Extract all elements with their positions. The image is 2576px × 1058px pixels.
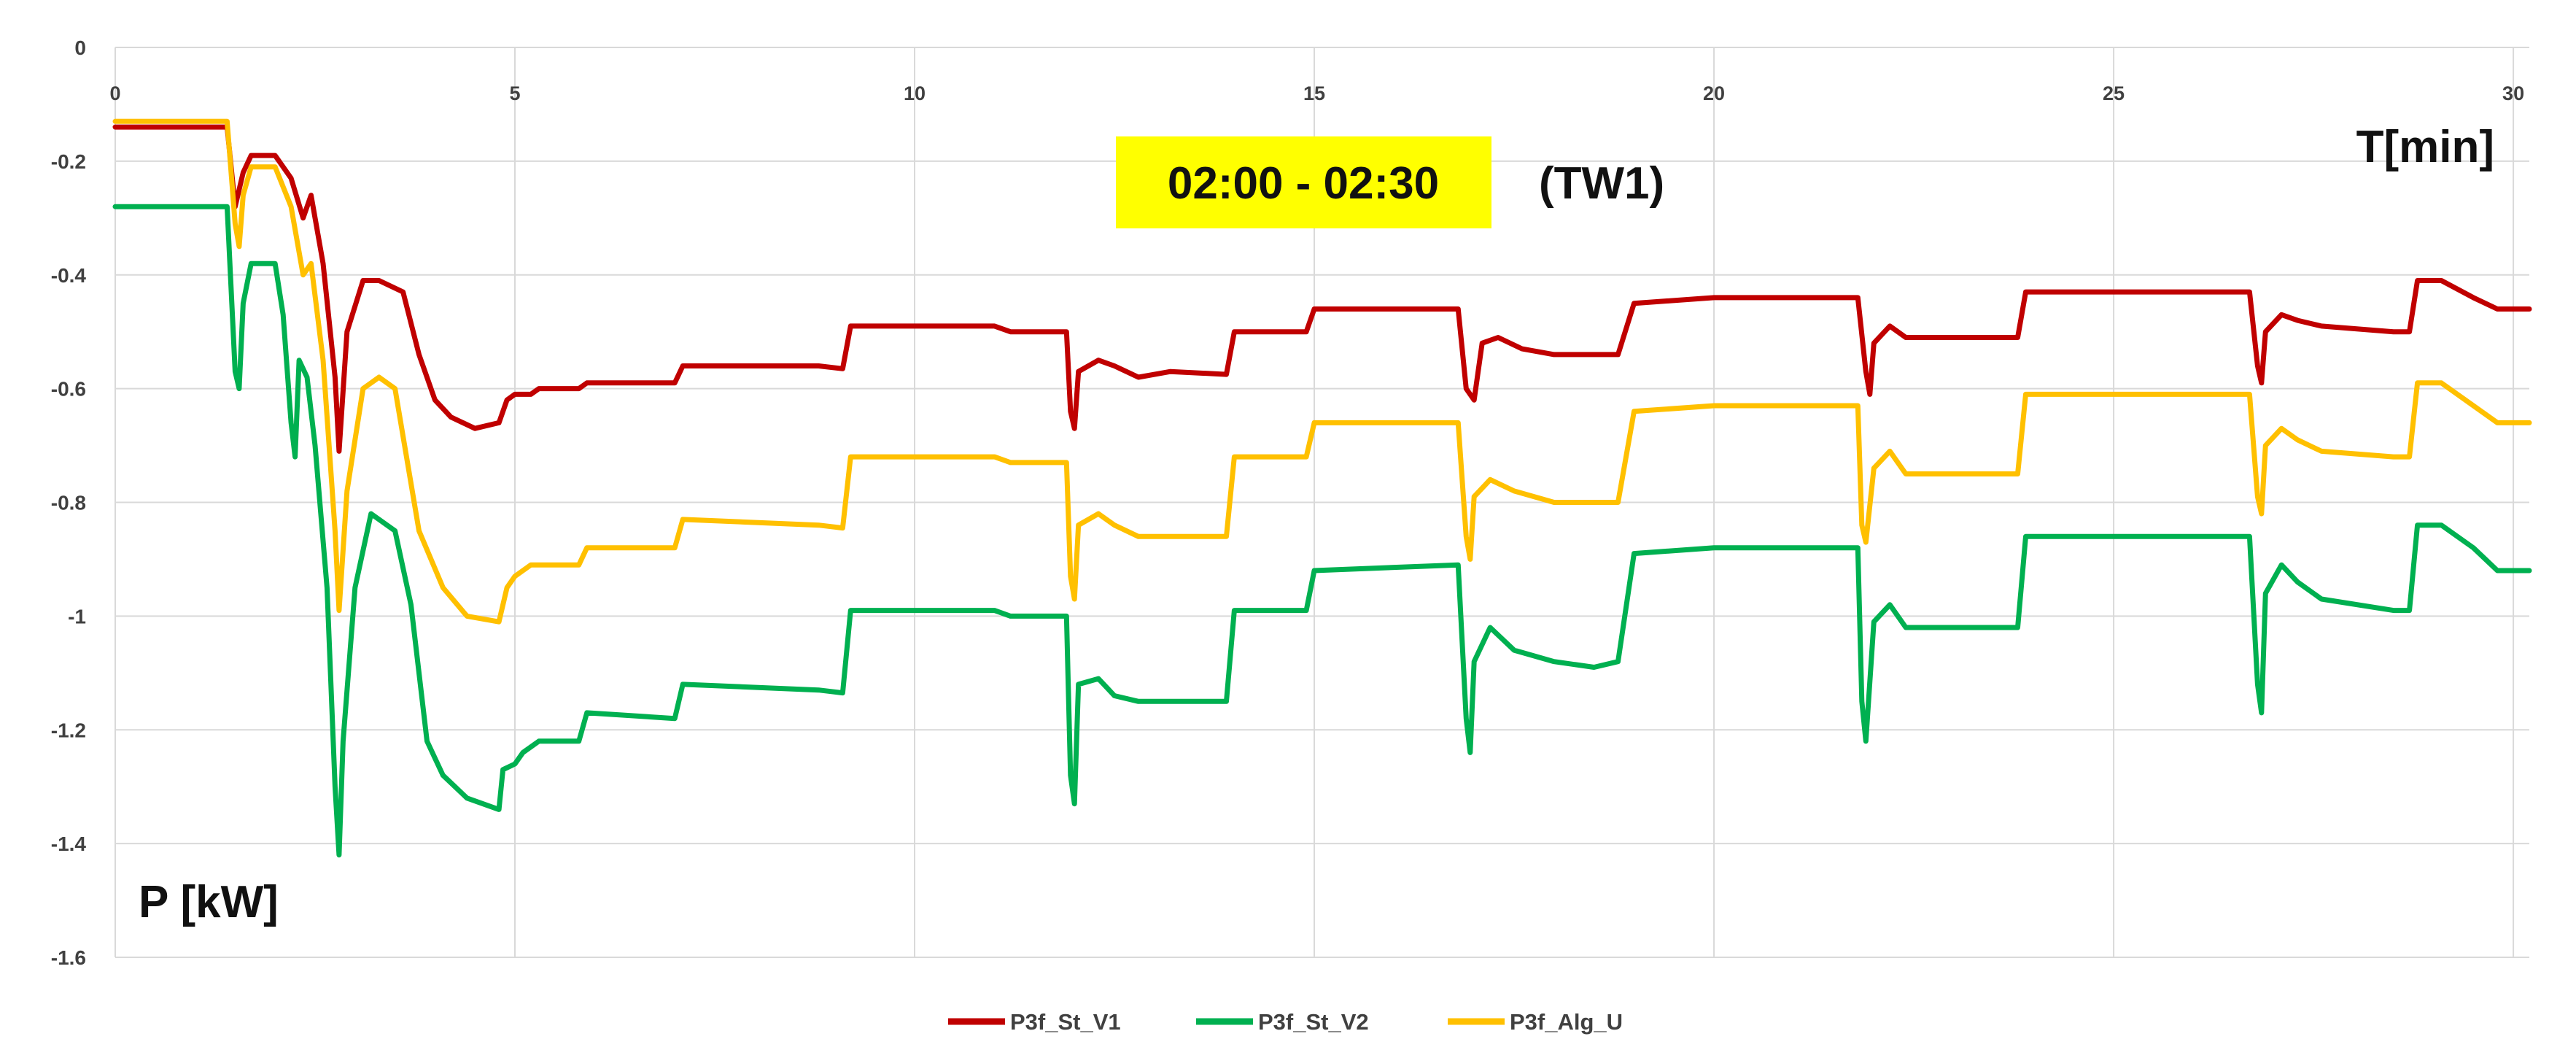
x-tick-label: 0 xyxy=(109,82,120,104)
time-range-label: 02:00 - 02:30 xyxy=(1168,158,1439,209)
x-tick-label: 15 xyxy=(1303,82,1325,104)
y-tick-label: -1.6 xyxy=(51,946,86,969)
x-tick-label: 25 xyxy=(2103,82,2125,104)
y-tick-label: -1.4 xyxy=(51,833,87,855)
y-axis-title: P [kW] xyxy=(139,877,279,927)
y-tick-label: -0.6 xyxy=(51,378,86,401)
y-tick-label: -0.2 xyxy=(51,150,86,173)
tw-label: (TW1) xyxy=(1539,158,1664,209)
series-lines xyxy=(112,118,2532,858)
x-axis-title: T[min] xyxy=(2356,122,2494,172)
y-tick-label: -0.4 xyxy=(51,264,87,287)
x-tick-label: 5 xyxy=(509,82,520,104)
series-line-p3f-alg-u xyxy=(112,118,2532,625)
legend-label-alg: P3f_Alg_U xyxy=(1510,1009,1623,1035)
x-tick-label: 20 xyxy=(1703,82,1725,104)
time-range-badge xyxy=(1116,136,1491,228)
y-tick-label: -1.2 xyxy=(51,719,86,741)
y-gridlines xyxy=(115,47,2529,958)
y-tick-label: 0 xyxy=(74,36,86,59)
y-tick-label: -0.8 xyxy=(51,492,86,514)
legend-label-v2: P3f_St_V2 xyxy=(1258,1009,1369,1035)
y-tick-label: -1 xyxy=(68,605,86,628)
series-line-p3f-st-v2 xyxy=(112,204,2532,858)
x-tick-label: 10 xyxy=(904,82,926,104)
x-tick-label: 30 xyxy=(2502,82,2524,104)
x-tick-labels: 0 5 10 15 20 25 30 xyxy=(109,82,2524,104)
legend: P3f_St_V1 P3f_St_V2 P3f_Alg_U xyxy=(948,1009,1623,1035)
x-gridlines xyxy=(115,47,2515,957)
series-line-p3f-st-v1 xyxy=(112,124,2532,454)
y-tick-labels: 0 -0.2 -0.4 -0.6 -0.8 -1 -1.2 -1.4 -1.6 xyxy=(51,36,87,969)
legend-label-v1: P3f_St_V1 xyxy=(1010,1009,1121,1035)
